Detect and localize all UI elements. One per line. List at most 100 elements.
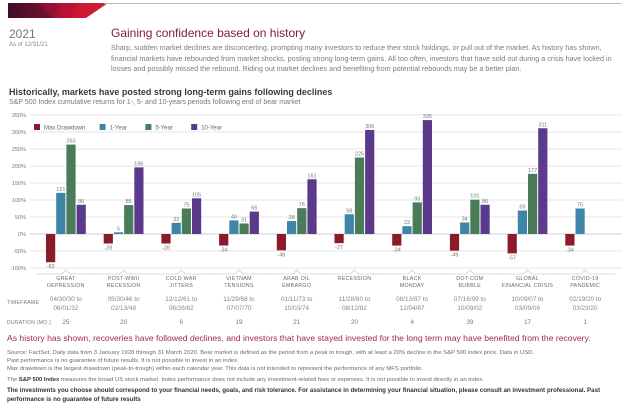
duration-value: 25 (62, 319, 70, 326)
period-column: VIETNAM TENSIONS 11/29/68 to 07/07/70 19 (204, 276, 274, 326)
timeframe-end: 07/07/70 (226, 304, 252, 312)
bar-1-year (287, 221, 297, 234)
period-column: COLD WAR JITTERS 12/12/61 to 06/26/62 6 (146, 276, 216, 326)
duration-label: DURATION (MO.) (7, 320, 52, 326)
category-label-line: GREAT (56, 276, 76, 282)
category-bracket (266, 269, 327, 275)
bar-max-drawdown (507, 234, 517, 254)
category-label-line: JITTERS (169, 283, 194, 289)
value-label: -28 (162, 246, 170, 252)
category-bracket (151, 269, 212, 275)
timeframe-end: 10/09/02 (457, 304, 483, 312)
legend-label: 10-Year (201, 126, 222, 132)
value-label: 33 (173, 217, 179, 223)
bar-10-year (249, 211, 259, 234)
bar-1-year (113, 232, 124, 234)
timeframe-value: 12/12/61 to 06/26/62 (146, 296, 216, 313)
y-tick-label: 100% (12, 198, 26, 204)
source-note: Source: FactSet. Daily data from 3 Janua… (7, 350, 535, 356)
bar-1-year (56, 192, 66, 234)
y-tick-label: 350% (12, 113, 26, 119)
value-label: -34 (566, 248, 574, 254)
y-tick-label: 200% (12, 164, 26, 170)
bar-max-drawdown (276, 234, 286, 251)
category-label-line: RECESSION (337, 276, 372, 282)
bar-10-year (480, 204, 490, 234)
category-label: BLACK MONDAY (377, 276, 447, 292)
value-label: 76 (299, 202, 305, 208)
bar-5-year (66, 144, 76, 234)
category-label-line: BUBBLE (458, 283, 482, 289)
timeframe-end: 02/13/48 (111, 304, 137, 312)
value-label: -27 (335, 245, 343, 251)
period-column: BLACK MONDAY 08/13/87 to 12/04/87 4 (377, 276, 447, 326)
footnotes: Source: FactSet. Daily data from 3 Janua… (7, 349, 637, 404)
value-labels: -8312126386-28585196-283375105-34403166-… (47, 114, 584, 270)
index-description: measures the broad US stock market. Inde… (59, 377, 484, 383)
value-label: 38 (289, 215, 295, 221)
duration-value: 1 (583, 319, 587, 326)
duration-value: 17 (523, 319, 532, 326)
category-label-line: RECESSION (106, 283, 141, 289)
category-label: COLD WAR JITTERS (146, 276, 216, 292)
period-column: GLOBAL FINANCIAL CRISIS 10/09/07 to 03/09/0… (493, 276, 563, 326)
period-column: COVID-19 PANDEMIC 02/19/20 to 03/23/20 1 (550, 276, 620, 326)
period-column: ARAB OIL EMBARGO 01/11/73 to 10/03/74 21 (262, 276, 332, 326)
legend-swatch (99, 124, 106, 130)
legend-swatch (34, 124, 40, 130)
report-year: 2021 (9, 27, 36, 41)
category-bracket (35, 269, 96, 275)
timeframe-end: 03/23/20 (572, 304, 598, 312)
bar-max-drawdown (392, 234, 402, 246)
value-label: 101 (470, 194, 479, 200)
timeframe-end: 06/26/62 (168, 304, 194, 312)
bar-1-year (575, 208, 585, 234)
max-drawdown-note: Max drawdown is the largest drawdown (pe… (7, 366, 424, 372)
timeframe-value: 01/11/73 to 10/03/74 (262, 296, 332, 313)
timeframe-value: 08/13/87 to 12/04/87 (377, 296, 447, 313)
timeframe-value: 10/09/07 to 03/09/09 (493, 296, 563, 313)
bar-1-year (229, 220, 239, 234)
category-label-line: MONDAY (399, 283, 425, 289)
value-label: 196 (134, 161, 143, 167)
period-column: GREAT DEPRESSION 04/30/30 to 06/01/32 25 (31, 276, 101, 326)
bar-max-drawdown (565, 234, 575, 246)
bar-max-drawdown (103, 234, 113, 244)
bar-max-drawdown (161, 234, 171, 244)
legend-swatch (191, 124, 198, 130)
timeframe-end: 10/03/74 (284, 304, 310, 312)
value-label: 58 (346, 208, 352, 214)
legend-label: 1-Year (110, 126, 127, 132)
category-label-line: DEPRESSION (47, 283, 85, 289)
chart-subtitle: S&P 500 Index cumulative returns for 1-,… (9, 99, 301, 106)
bar-10-year (422, 120, 432, 234)
timeframe-start: 10/09/07 to (511, 296, 544, 303)
bar-5-year (181, 208, 191, 234)
value-label: 34 (462, 216, 468, 222)
value-label: 86 (78, 199, 84, 205)
chart-legend: Max Drawdown 1-Year 5-Year 10-Year (34, 124, 222, 132)
bar-5-year (354, 157, 365, 234)
category-label: GREAT DEPRESSION (31, 276, 101, 292)
bar-1-year (344, 214, 354, 234)
duration-value: 39 (466, 319, 474, 326)
value-label: 75 (183, 203, 189, 209)
category-label-line: GLOBAL (516, 276, 539, 282)
bar-1-year (517, 210, 527, 234)
duration-value: 20 (120, 319, 128, 326)
category-label: POST-WWII RECESSION (89, 276, 159, 292)
investment-disclaimer: The investments you choose should corres… (7, 387, 601, 403)
timeframe-value: 07/16/99 to 10/09/02 (435, 296, 505, 313)
legend-label: Max Drawdown (44, 126, 85, 132)
category-label-line: VIETNAM (226, 276, 252, 282)
duration-value: 6 (179, 319, 184, 326)
period-column: DOT-COM BUBBLE 07/16/99 to 10/09/02 39 (435, 276, 505, 326)
category-label-line: COVID-19 (571, 276, 599, 282)
value-label: 306 (365, 124, 374, 130)
category-bracket (439, 269, 500, 275)
value-label: 66 (251, 206, 257, 212)
category-label-line: BLACK (402, 276, 422, 282)
value-label: 5 (117, 226, 120, 232)
category-brackets (35, 269, 616, 275)
timeframe-start: 11/28/80 to (338, 296, 371, 303)
